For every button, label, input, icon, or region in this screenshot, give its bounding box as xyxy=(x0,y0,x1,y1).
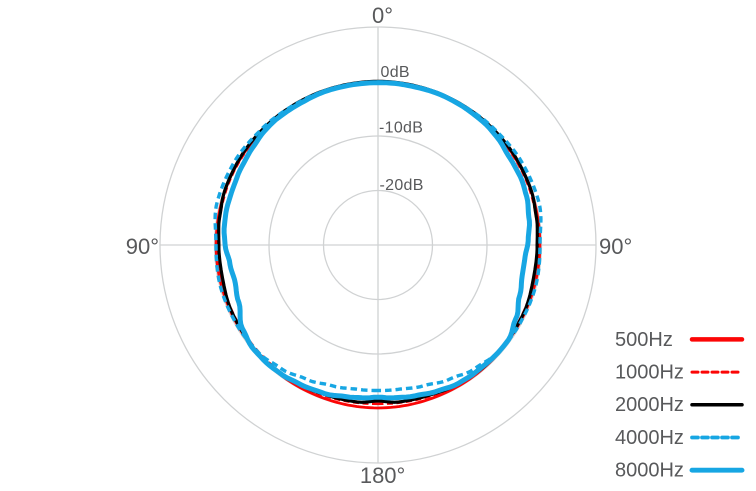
svg-text:90°: 90° xyxy=(599,234,632,259)
svg-text:1000Hz: 1000Hz xyxy=(615,362,684,384)
svg-text:0dB: 0dB xyxy=(381,64,410,81)
svg-text:8000Hz: 8000Hz xyxy=(615,460,684,482)
svg-text:180°: 180° xyxy=(360,463,406,488)
svg-text:90°: 90° xyxy=(126,234,159,259)
svg-text:2000Hz: 2000Hz xyxy=(615,394,684,416)
svg-text:-20dB: -20dB xyxy=(380,177,424,194)
svg-text:0°: 0° xyxy=(372,3,393,28)
svg-text:4000Hz: 4000Hz xyxy=(615,427,684,449)
svg-text:500Hz: 500Hz xyxy=(615,329,673,351)
svg-text:-10dB: -10dB xyxy=(379,120,423,137)
